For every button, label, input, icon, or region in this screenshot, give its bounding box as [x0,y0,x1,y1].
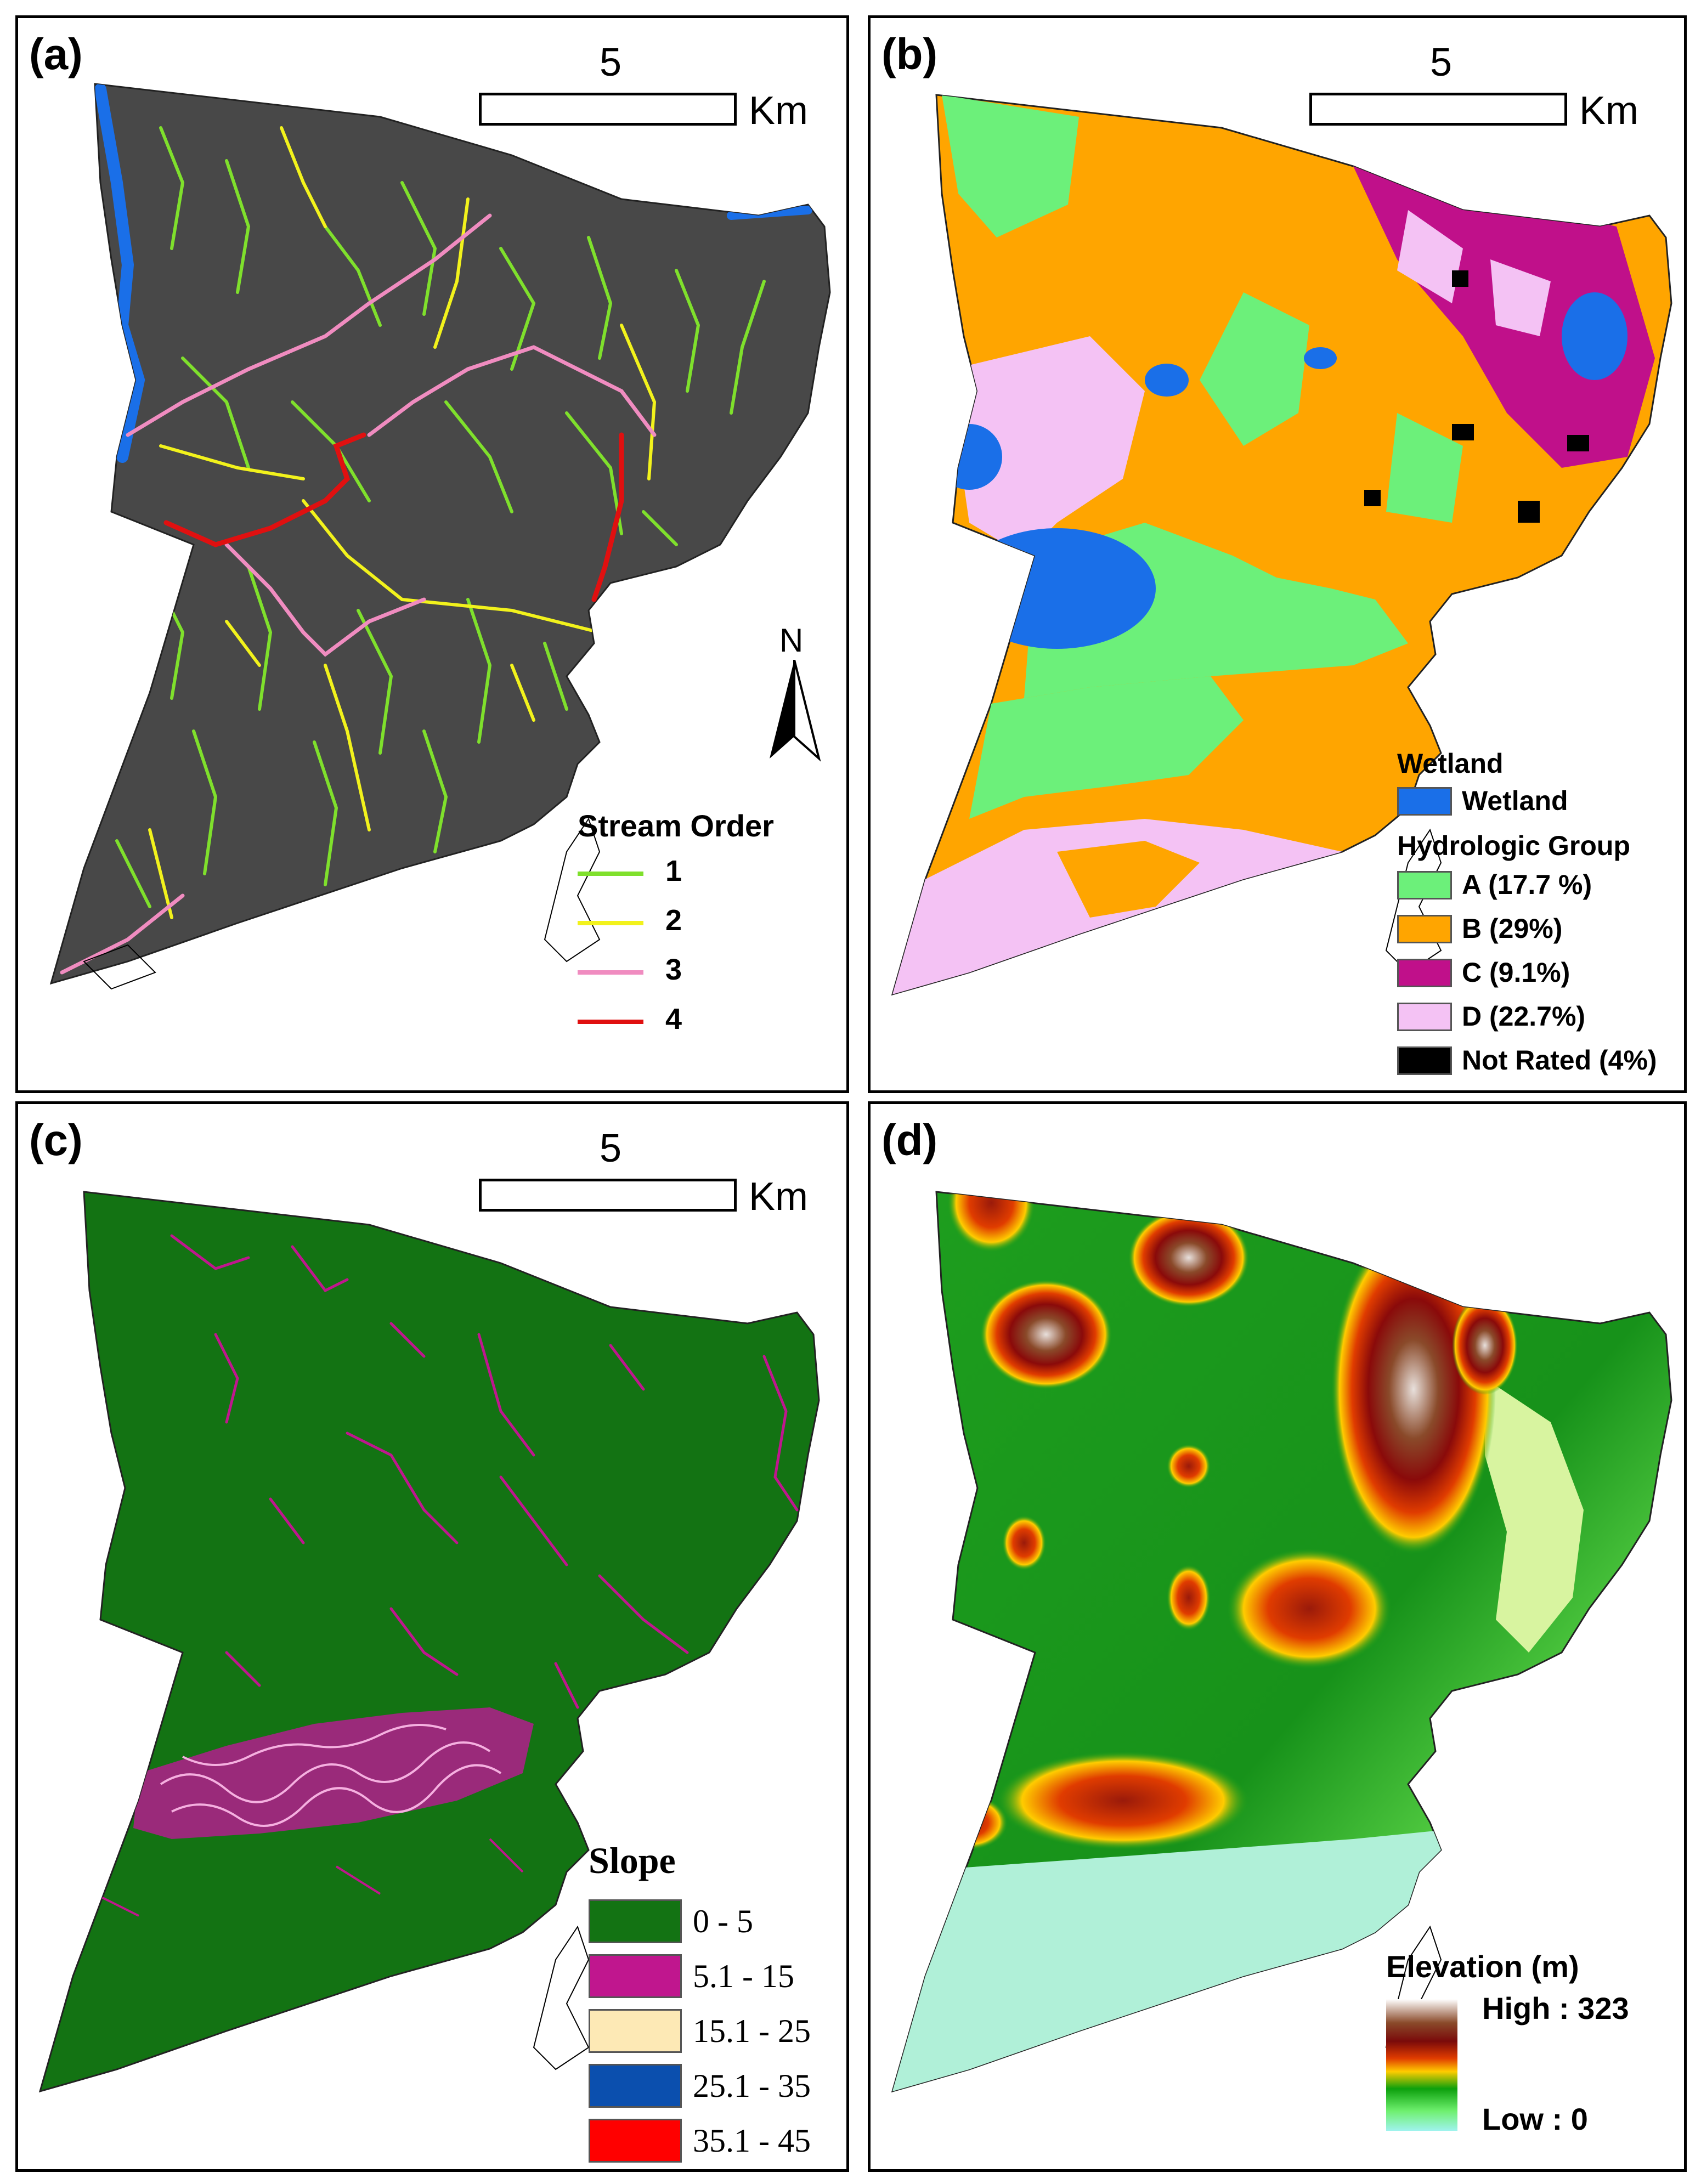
legend-label: 3 [665,953,682,986]
panel-label: (b) [881,30,938,78]
legend-item: 2 [578,904,682,937]
slope-map [38,1191,820,2093]
legend-swatch [589,1899,682,1943]
north-arrow: N [764,621,824,764]
legend-label: 4 [665,1003,682,1036]
legend-label: 35.1 - 45 [693,2123,811,2159]
legend-swatch [589,2009,682,2053]
scale-bar-unit: Km [749,89,808,133]
north-label: N [779,622,804,659]
panel-c-slope: (c) 5 Km Slope 0 - 5 5.1 - 15 15.1 - 25 … [15,1101,849,2172]
scale-bar: 5 Km [479,40,841,139]
stream-order-map [49,83,831,990]
scale-bar-unit: Km [749,1175,808,1219]
scale-bar-value: 5 [1429,41,1453,84]
scale-bar-box [479,93,737,126]
panel-label: (c) [29,1116,83,1164]
scale-bar: 5 Km [1309,40,1671,139]
slope-legend: Slope 0 - 5 5.1 - 15 15.1 - 25 25.1 - 35… [589,1839,846,2168]
scale-bar-unit: Km [1579,89,1638,133]
legend-label: 5.1 - 15 [693,1958,794,1994]
scale-bar-box [1309,93,1567,126]
legend-title: Elevation (m) [1386,1949,1579,1984]
legend-swatch [589,2119,682,2163]
panel-a-stream-order: (a) 5 Km N Stream Order 1 2 3 4 [15,15,849,1093]
legend-swatch-wetland [1397,787,1452,816]
legend-title-hydrologic-group: Hydrologic Group [1397,830,1630,861]
legend-swatch [1397,959,1452,987]
legend-label: Not Rated (4%) [1462,1045,1657,1076]
legend-label: D (22.7%) [1462,1001,1586,1032]
legend-label: 0 - 5 [693,1903,753,1939]
elevation-map [891,1191,1672,2093]
legend-item: 1 [578,855,682,887]
elevation-ramp [1386,1999,1457,2131]
legend-label: 15.1 - 25 [693,2013,811,2049]
legend-label: C (9.1%) [1462,957,1570,988]
legend-low-label: Low : 0 [1482,2102,1588,2136]
legend-swatch [1397,1046,1452,1075]
legend-swatch [589,1954,682,1998]
elevation-legend: Elevation (m) High : 323 Low : 0 [1386,1949,1682,2157]
watershed-region [49,83,831,985]
legend-label: B (29%) [1462,913,1563,944]
hydrologic-group-legend: Wetland Wetland Hydrologic Group A (17.7… [1397,748,1682,1088]
legend-swatch [1397,871,1452,899]
legend-high-label: High : 323 [1482,1991,1629,2025]
legend-label: A (17.7 %) [1462,869,1592,900]
panel-d-elevation: (d) Elevation (m) High : 323 Low : 0 [868,1101,1687,2172]
scale-bar-value: 5 [599,1127,622,1170]
north-arrow-icon [770,660,821,762]
scale-bar-value: 5 [599,41,622,84]
legend-swatch [1397,1003,1452,1031]
legend-label: Wetland [1462,785,1568,816]
scale-bar: 5 Km [479,1126,841,1225]
panel-b-hydrologic-group: (b) 5 Km Wetland Wetland Hydrologic Grou… [868,15,1687,1093]
scale-bar-box [479,1179,737,1212]
legend-title-wetland: Wetland [1397,748,1504,779]
legend-label: 2 [665,904,682,937]
legend-swatch [1397,915,1452,943]
panel-label: (a) [29,30,83,78]
legend-title: Stream Order [578,808,774,843]
legend-item: 4 [578,1003,682,1036]
stream-order-legend: Stream Order 1 2 3 4 [578,808,841,1082]
legend-swatch [589,2064,682,2108]
legend-title: Slope [589,1840,676,1881]
panel-label: (d) [881,1116,938,1164]
legend-label: 25.1 - 35 [693,2068,811,2104]
legend-item: 3 [578,953,682,986]
legend-label: 1 [665,855,682,887]
